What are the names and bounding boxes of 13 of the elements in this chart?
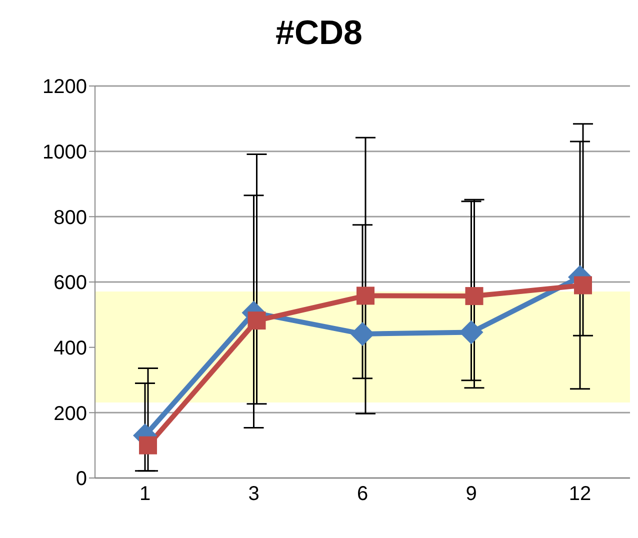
x-tick-label: 6 xyxy=(356,483,368,506)
x-tick-label: 12 xyxy=(568,483,592,506)
y-tick-label: 0 xyxy=(76,468,87,490)
y-tick-label: 1000 xyxy=(42,141,87,164)
x-tick-label: 3 xyxy=(248,483,260,506)
x-tick-label: 9 xyxy=(466,483,477,506)
y-tick-label: 1200 xyxy=(42,76,87,98)
chart-title: #CD8 xyxy=(274,13,364,54)
y-tick-label: 200 xyxy=(54,402,87,425)
y-tick-label: 400 xyxy=(54,337,87,360)
y-tick-label: 600 xyxy=(54,272,87,294)
x-tick-label: 1 xyxy=(139,483,151,506)
y-tick-label: 800 xyxy=(54,206,87,229)
